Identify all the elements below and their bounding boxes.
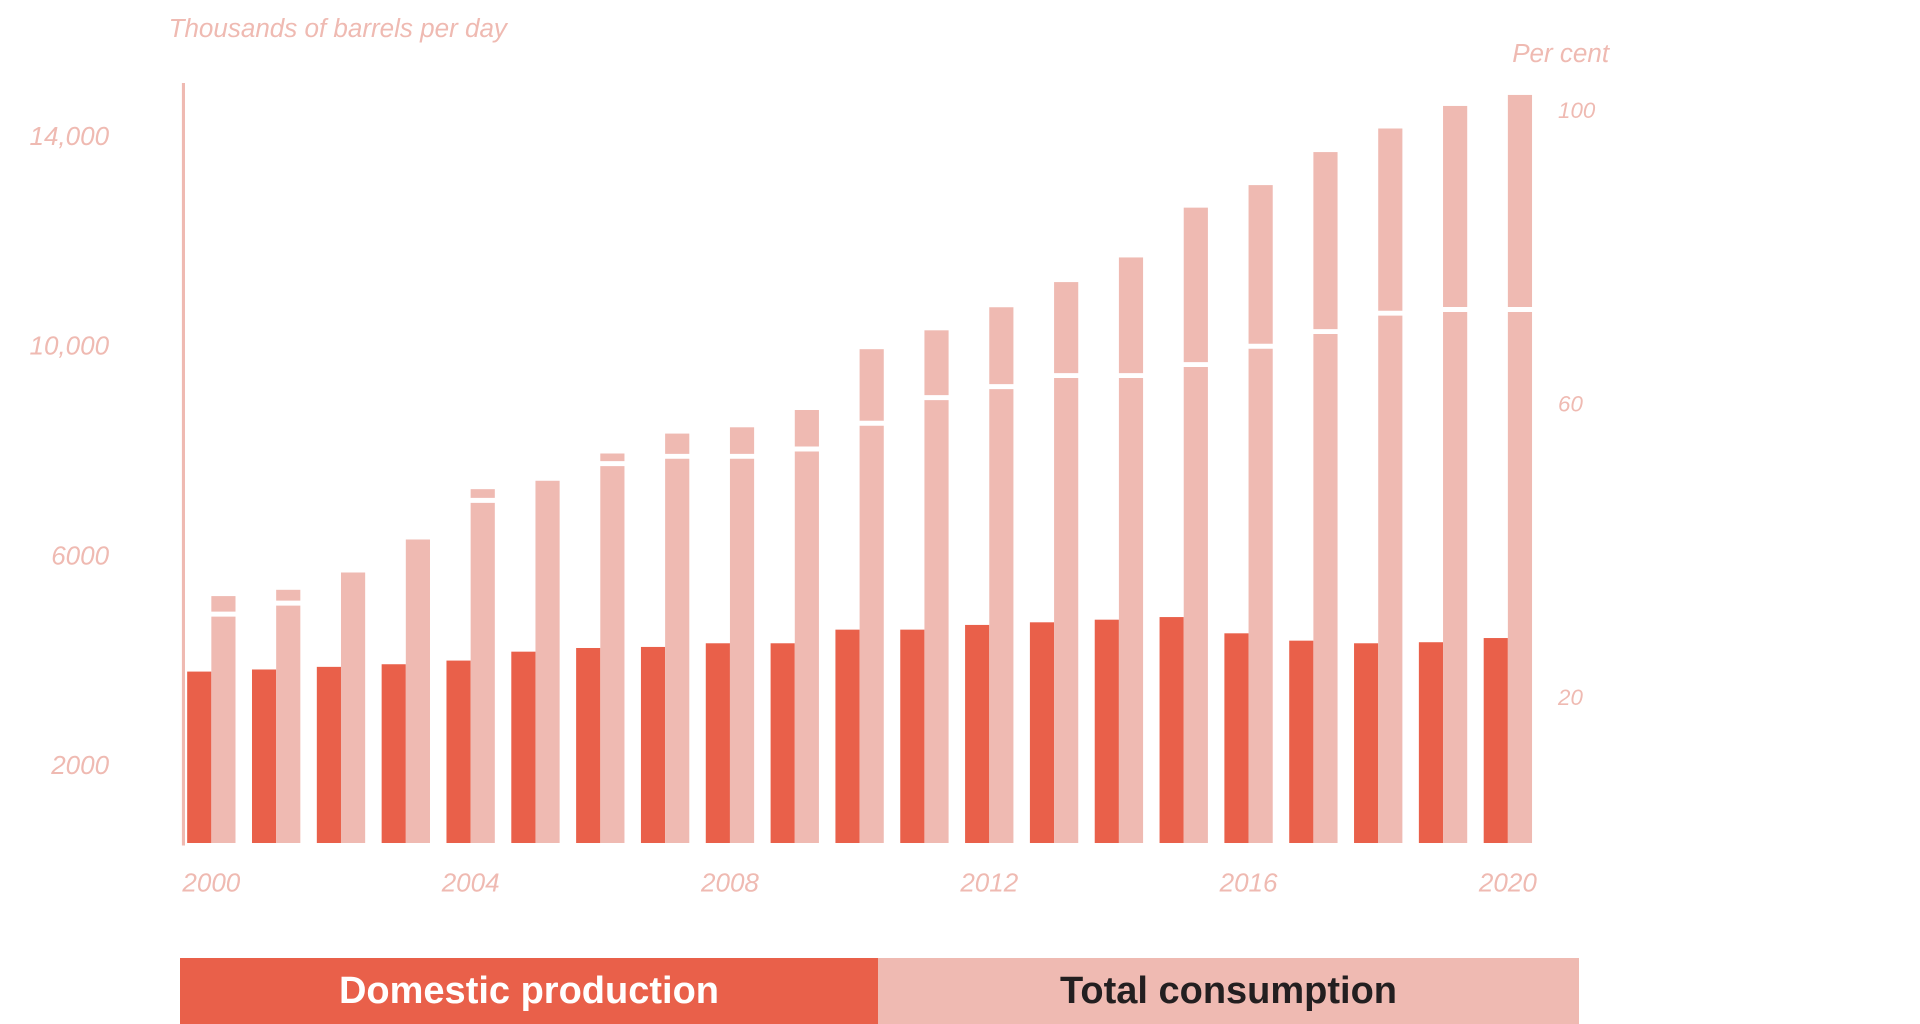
bar-total-consumption-2014 [1118, 257, 1144, 844]
y-tick-label: 14,000 [30, 121, 110, 151]
bar-domestic-production-2008 [705, 643, 730, 844]
bar-domestic-production-2004 [446, 660, 471, 844]
bar-total-consumption-2020 [1507, 94, 1533, 844]
bar-total-consumption-2015 [1183, 207, 1208, 844]
y2-tick-label: 20 [1557, 685, 1583, 710]
bar-total-consumption-2011 [924, 330, 949, 844]
bar-total-consumption-2007 [665, 433, 690, 844]
bar-total-consumption-2019 [1443, 105, 1468, 844]
bar-total-consumption-2009 [794, 409, 819, 844]
bar-total-consumption-2010 [859, 349, 884, 844]
bar-domestic-production-2020 [1483, 638, 1508, 844]
x-tick-label: 2020 [1478, 867, 1537, 897]
y2-tick-label: 100 [1558, 98, 1596, 123]
bar-domestic-production-2019 [1418, 642, 1444, 844]
bar-domestic-production-2000 [187, 671, 212, 844]
bar-total-consumption-2012 [989, 307, 1014, 844]
bar-domestic-production-2001 [251, 669, 277, 844]
bar-total-consumption-2000 [211, 596, 236, 844]
y2-tick-label: 60 [1558, 391, 1583, 416]
x-tick-label: 2016 [1219, 867, 1278, 897]
bar-domestic-production-2012 [965, 624, 990, 844]
bar-domestic-production-2002 [316, 666, 341, 844]
bar-domestic-production-2015 [1159, 617, 1184, 844]
legend-total-consumption: Total consumption [878, 958, 1579, 1024]
bar-domestic-production-2014 [1094, 619, 1119, 844]
x-tick-label: 2004 [441, 867, 500, 897]
bar-total-consumption-2016 [1248, 185, 1273, 844]
bar-domestic-production-2017 [1289, 640, 1314, 844]
bar-domestic-production-2005 [511, 651, 536, 844]
bar-domestic-production-2018 [1354, 643, 1379, 844]
bar-total-consumption-2006 [600, 453, 625, 844]
bar-domestic-production-2006 [576, 647, 601, 844]
bar-total-consumption-2008 [729, 427, 755, 844]
bar-domestic-production-2009 [770, 643, 795, 844]
bar-total-consumption-2002 [340, 569, 366, 844]
bar-total-consumption-2017 [1313, 152, 1338, 844]
bar-total-consumption-2018 [1378, 128, 1403, 844]
legend-consumption-label: Total consumption [1059, 969, 1398, 1012]
x-tick-label: 2008 [700, 867, 759, 897]
bar-domestic-production-2016 [1224, 633, 1249, 844]
bar-domestic-production-2013 [1029, 622, 1055, 844]
bar-domestic-production-2010 [835, 629, 860, 844]
bar-total-consumption-2003 [405, 538, 430, 844]
bar-total-consumption-2004 [470, 489, 495, 844]
y2-axis-title: Per cent [1512, 38, 1611, 68]
x-tick-label: 2012 [959, 867, 1018, 897]
legend-domestic-label: Domestic production [338, 969, 720, 1012]
bar-total-consumption-2001 [276, 589, 301, 844]
y-tick-label: 2000 [50, 750, 109, 780]
y-tick-label: 6000 [51, 540, 109, 570]
bar-domestic-production-2011 [900, 629, 925, 844]
y-axis-title: Thousands of barrels per day [169, 13, 509, 43]
bar-total-consumption-2005 [535, 480, 560, 844]
bar-total-consumption-2013 [1054, 282, 1079, 844]
bar-domestic-production-2003 [381, 664, 406, 844]
bar-domestic-production-2007 [640, 646, 666, 844]
x-tick-label: 2000 [181, 867, 240, 897]
legend-domestic-production: Domestic production [180, 958, 878, 1024]
y-tick-label: 10,000 [30, 331, 110, 361]
